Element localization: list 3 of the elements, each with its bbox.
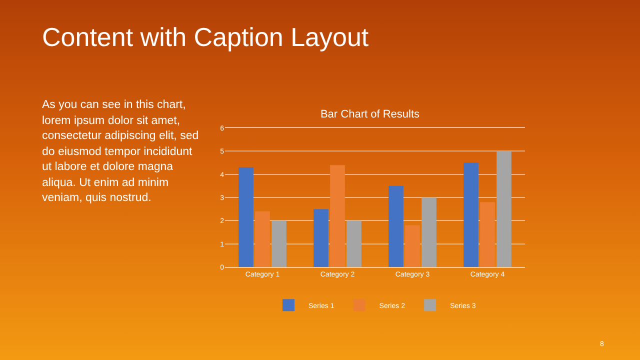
text: As you can see in this chart, lorem ipsum dolor sit amet, consectetur adipiscing elit, sed do eiusmod tempor incididunt ut labore et dolore magna aliqua. Ut enim ad minim veniam, quis nostrud. xyxy=(42,98,200,206)
chart-title: Bar Chart of Results xyxy=(320,108,420,120)
text: Content with Caption Layout xyxy=(42,22,369,53)
